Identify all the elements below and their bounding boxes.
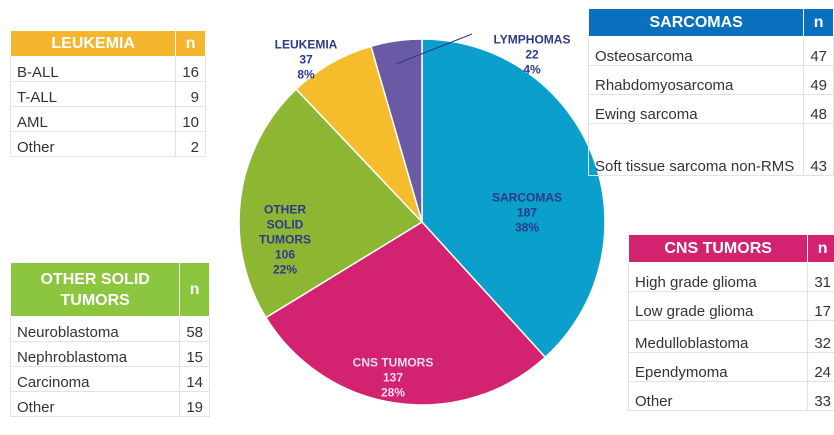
label-line: 106 xyxy=(274,247,296,262)
header-title: CNS TUMORS xyxy=(627,234,809,263)
row-n: 10 xyxy=(175,106,206,132)
row-name: Other xyxy=(9,131,177,157)
row-name: Soft tissue sarcoma non-RMS xyxy=(587,123,805,176)
label-line: LEUKEMIA xyxy=(274,37,338,52)
row-n: 16 xyxy=(175,56,206,82)
table-row: Low grade glioma 17 xyxy=(627,291,834,321)
row-name: Low grade glioma xyxy=(627,291,809,321)
table-row: B-ALL 16 xyxy=(9,56,206,82)
row-n: 19 xyxy=(179,391,210,417)
label-line: 187 xyxy=(516,205,538,220)
table-row: Neuroblastoma 58 xyxy=(9,316,210,342)
row-name: Other xyxy=(627,381,809,411)
label-line: 22 xyxy=(525,47,539,62)
label-line: SARCOMAS xyxy=(491,190,562,205)
table-row: Carcinoma 14 xyxy=(9,366,210,392)
table-row: High grade glioma 31 xyxy=(627,262,834,292)
row-name: T-ALL xyxy=(9,81,177,107)
leader-line xyxy=(395,33,473,65)
row-name: Nephroblastoma xyxy=(9,341,181,367)
row-n: 33 xyxy=(807,381,834,411)
table-header: LEUKEMIA n xyxy=(9,30,206,57)
row-name: Rhabdomyosarcoma xyxy=(587,65,805,95)
table-row: Soft tissue sarcoma non-RMS 43 xyxy=(587,123,834,176)
row-n: 24 xyxy=(807,352,834,382)
pie-slice xyxy=(238,88,424,319)
pie-slice xyxy=(264,221,547,406)
header-title: SARCOMAS xyxy=(587,8,805,37)
row-name: Medulloblastoma xyxy=(627,320,809,353)
row-n: 58 xyxy=(179,316,210,342)
row-n: 9 xyxy=(175,81,206,107)
row-n: 17 xyxy=(807,291,834,321)
row-name: High grade glioma xyxy=(627,262,809,292)
row-name: Ependymoma xyxy=(627,352,809,382)
data-table: LEUKEMIA n B-ALL 16 T-ALL 9 AML 10 Other 2 xyxy=(9,30,206,157)
slice-label: OTHER SOLID TUMORS 106 22% xyxy=(245,203,325,278)
label-line: 28% xyxy=(380,385,406,400)
row-name: AML xyxy=(9,106,177,132)
table-row: Ewing sarcoma 48 xyxy=(587,94,834,124)
slice-label: CNS TUMORS 137 28% xyxy=(343,356,443,401)
row-n: 48 xyxy=(803,94,834,124)
row-n: 14 xyxy=(179,366,210,392)
slice-label: LEUKEMIA 37 8% xyxy=(266,38,346,83)
slice-label: LYMPHOMAS 22 4% xyxy=(482,33,582,78)
row-name: Neuroblastoma xyxy=(9,316,181,342)
header-title: LEUKEMIA xyxy=(9,30,177,57)
row-n: 47 xyxy=(803,36,834,66)
header-n: n xyxy=(175,30,206,57)
label-line: CNS TUMORS xyxy=(352,355,434,370)
row-n: 15 xyxy=(179,341,210,367)
label-line: 8% xyxy=(297,67,315,82)
row-name: Carcinoma xyxy=(9,366,181,392)
slice-label: SARCOMAS 187 38% xyxy=(482,191,572,236)
data-table: SARCOMAS n Osteosarcoma 47 Rhabdomyosarcoma 4… xyxy=(587,8,834,176)
table-row: Other 19 xyxy=(9,391,210,417)
row-n: 31 xyxy=(807,262,834,292)
row-name: Ewing sarcoma xyxy=(587,94,805,124)
label-line: OTHER SOLID TUMORS xyxy=(259,202,311,247)
row-n: 43 xyxy=(803,123,834,176)
header-n: n xyxy=(179,262,210,317)
table-row: AML 10 xyxy=(9,106,206,132)
table-row: Nephroblastoma 15 xyxy=(9,341,210,367)
data-table: OTHER SOLID TUMORS n Neuroblastoma 58 Nephro… xyxy=(9,262,210,417)
table-row: Ependymoma 24 xyxy=(627,352,834,382)
row-name: Osteosarcoma xyxy=(587,36,805,66)
table-header: CNS TUMORS n xyxy=(627,234,834,263)
label-line: 4% xyxy=(523,62,541,77)
table-row: T-ALL 9 xyxy=(9,81,206,107)
table-header: OTHER SOLID TUMORS n xyxy=(9,262,210,317)
data-table: CNS TUMORS n High grade glioma 31 Low grade … xyxy=(627,234,834,411)
row-name: Other xyxy=(9,391,181,417)
label-line: 38% xyxy=(514,220,540,235)
row-n: 2 xyxy=(175,131,206,157)
label-line: 22% xyxy=(272,262,298,277)
header-n: n xyxy=(807,234,834,263)
label-line: 37 xyxy=(299,52,313,67)
row-name: B-ALL xyxy=(9,56,177,82)
table-header: SARCOMAS n xyxy=(587,8,834,37)
table-row: Rhabdomyosarcoma 49 xyxy=(587,65,834,95)
row-n: 32 xyxy=(807,320,834,353)
pie-slice xyxy=(370,38,423,223)
table-row: Other 2 xyxy=(9,131,206,157)
table-row: Medulloblastoma 32 xyxy=(627,320,834,353)
label-line: 137 xyxy=(382,370,404,385)
header-title: OTHER SOLID TUMORS xyxy=(9,262,181,317)
header-n: n xyxy=(803,8,834,37)
table-row: Osteosarcoma 47 xyxy=(587,36,834,66)
table-row: Other 33 xyxy=(627,381,834,411)
label-line: LYMPHOMAS xyxy=(493,32,571,47)
row-n: 49 xyxy=(803,65,834,95)
